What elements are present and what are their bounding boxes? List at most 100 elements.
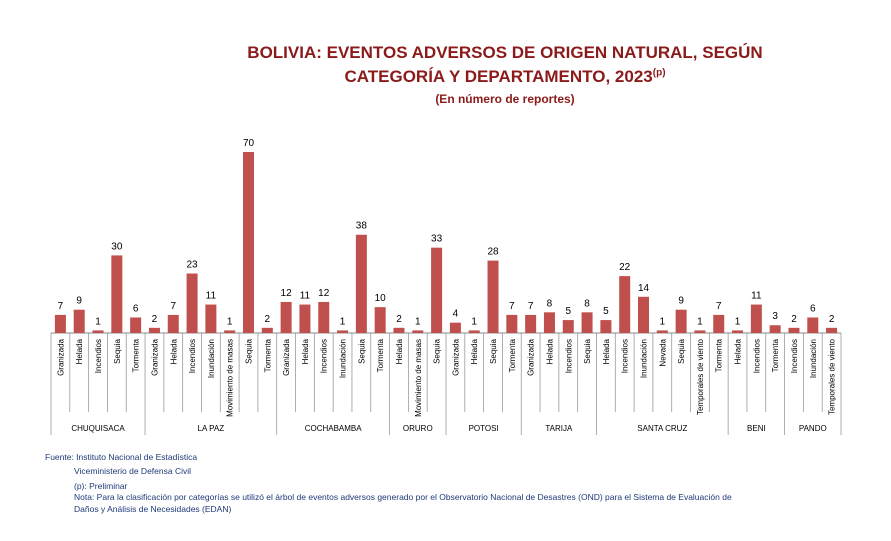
data-label: 1 xyxy=(735,316,741,327)
category-label: Tormenta xyxy=(771,338,780,372)
category-label: Helada xyxy=(169,338,178,364)
category-label: Inundación xyxy=(339,339,348,378)
bar-chuquisaca-0 xyxy=(54,314,66,333)
bar-cochabamba-3 xyxy=(337,330,349,333)
category-label: Incendios xyxy=(564,339,573,373)
data-label: 6 xyxy=(810,303,816,314)
data-label: 3 xyxy=(772,311,778,322)
group-label: LA PAZ xyxy=(198,424,225,433)
chart-title-line2: CATEGORÍA Y DEPARTAMENTO, 2023(p) xyxy=(200,67,810,87)
source-note: Fuente: Instituto Nacional de Estadístic… xyxy=(45,452,198,462)
data-label: 5 xyxy=(603,306,609,317)
bar-potosi-3 xyxy=(506,314,518,333)
bar-oruro-2 xyxy=(431,247,443,333)
bar-chuquisaca-4 xyxy=(130,317,142,333)
category-label: Inundación xyxy=(809,339,818,378)
data-label: 38 xyxy=(356,221,368,232)
category-label: Granizada xyxy=(150,338,159,375)
data-label: 1 xyxy=(660,316,666,327)
category-label: Helada xyxy=(734,338,743,364)
bar-santa-cruz-4 xyxy=(675,309,687,333)
category-label: Tormenta xyxy=(508,338,517,372)
group-label: BENI xyxy=(747,424,766,433)
category-label: Helada xyxy=(75,338,84,364)
category-label: Granizada xyxy=(282,338,291,375)
category-label: Helada xyxy=(395,338,404,364)
bar-santa-cruz-1 xyxy=(619,276,631,333)
bar-potosi-1 xyxy=(468,330,480,333)
data-label: 2 xyxy=(396,314,402,325)
category-label: Incendios xyxy=(621,339,630,373)
category-label: Sequia xyxy=(489,338,498,363)
category-label: Sequia xyxy=(433,338,442,363)
bar-la-paz-5 xyxy=(243,152,254,333)
data-label: 2 xyxy=(265,314,271,325)
data-label: 7 xyxy=(170,301,176,312)
data-label: 12 xyxy=(281,288,293,299)
bar-santa-cruz-2 xyxy=(638,296,649,333)
bar-pando-1 xyxy=(807,317,819,333)
bar-tarija-1 xyxy=(543,312,555,333)
category-label: Tormenta xyxy=(376,338,385,372)
methodology-note-1: Nota: Para la clasificación por categorí… xyxy=(74,492,732,502)
data-label: 33 xyxy=(431,234,443,245)
data-label: 2 xyxy=(829,314,835,325)
bar-chuquisaca-2 xyxy=(92,330,104,333)
category-label: Tormenta xyxy=(263,338,272,372)
data-label: 6 xyxy=(133,303,139,314)
group-label: SANTA CRUZ xyxy=(637,424,687,433)
data-label: 7 xyxy=(528,301,534,312)
bar-cochabamba-1 xyxy=(299,304,311,333)
category-label: Incendios xyxy=(752,339,761,373)
data-label: 8 xyxy=(584,298,590,309)
preliminary-note: (p): Preliminar xyxy=(74,481,128,491)
data-label: 5 xyxy=(565,306,571,317)
data-label: 12 xyxy=(318,288,330,299)
category-label: Helada xyxy=(301,338,310,364)
category-label: Movimiento de masas xyxy=(414,339,423,417)
data-label: 7 xyxy=(716,301,722,312)
data-label: 1 xyxy=(471,316,477,327)
bar-potosi-0 xyxy=(449,322,461,333)
data-label: 14 xyxy=(638,283,650,294)
bar-oruro-1 xyxy=(412,330,424,333)
chart-title-line1: BOLIVIA: EVENTOS ADVERSOS DE ORIGEN NATU… xyxy=(247,43,763,62)
data-label: 10 xyxy=(375,293,387,304)
bar-beni-0 xyxy=(732,330,744,333)
bar-la-paz-6 xyxy=(261,327,273,333)
source-note-2: Viceministerio de Defensa Civil xyxy=(74,466,192,476)
category-label: Sequia xyxy=(583,338,592,363)
bar-tarija-2 xyxy=(562,320,574,333)
category-label: Temporales de viento xyxy=(828,338,837,415)
chart-subtitle: (En número de reportes) xyxy=(435,92,575,106)
category-label: Granizada xyxy=(56,338,65,375)
bar-santa-cruz-3 xyxy=(656,330,668,333)
bar-la-paz-1 xyxy=(167,314,179,333)
bar-cochabamba-0 xyxy=(280,301,292,333)
bar-oruro-0 xyxy=(393,327,405,333)
data-label: 28 xyxy=(487,247,499,258)
bar-santa-cruz-0 xyxy=(600,320,612,333)
title-sup: (p) xyxy=(652,67,666,79)
bar-cochabamba-2 xyxy=(318,301,330,333)
data-label: 11 xyxy=(300,291,311,302)
data-label: 1 xyxy=(697,316,703,327)
category-label: Incendios xyxy=(94,339,103,373)
bar-tarija-0 xyxy=(525,314,537,333)
category-label: Incendios xyxy=(320,339,329,373)
bar-cochabamba-5 xyxy=(374,307,386,333)
group-label: TARIJA xyxy=(545,424,573,433)
data-label: 1 xyxy=(95,316,101,327)
bar-pando-2 xyxy=(826,327,838,333)
category-label: Granizada xyxy=(527,338,536,375)
category-label: Inundación xyxy=(640,339,649,378)
category-label: Incendios xyxy=(790,339,799,373)
data-label: 2 xyxy=(152,314,158,325)
group-label: POTOSI xyxy=(469,424,499,433)
bar-la-paz-4 xyxy=(224,330,236,333)
bar-santa-cruz-5 xyxy=(694,330,706,333)
category-label: Sequia xyxy=(113,338,122,363)
data-label: 7 xyxy=(509,301,515,312)
category-label: Inundación xyxy=(207,339,216,378)
